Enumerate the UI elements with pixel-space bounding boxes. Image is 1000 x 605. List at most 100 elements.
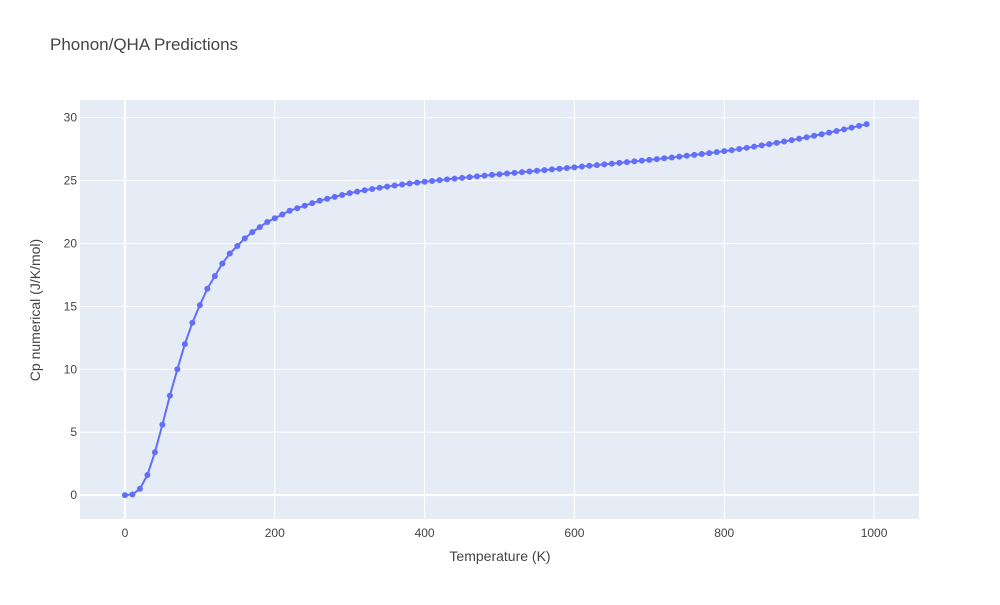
- marker: [608, 160, 615, 167]
- x-tick-label: 200: [265, 526, 285, 540]
- marker: [556, 165, 563, 172]
- marker: [384, 183, 391, 190]
- marker: [189, 319, 196, 326]
- marker: [676, 153, 683, 160]
- marker: [751, 143, 758, 150]
- y-tick-label: 5: [70, 425, 77, 439]
- marker: [631, 158, 638, 165]
- x-tick-label: 400: [415, 526, 435, 540]
- marker: [144, 471, 151, 478]
- marker: [796, 135, 803, 142]
- marker: [399, 181, 406, 188]
- marker: [781, 138, 788, 145]
- marker: [706, 150, 713, 157]
- marker: [286, 207, 293, 214]
- marker: [361, 187, 368, 194]
- marker: [444, 176, 451, 183]
- plot-area: [80, 100, 919, 519]
- marker: [721, 148, 728, 155]
- marker: [616, 159, 623, 166]
- marker: [309, 200, 316, 207]
- marker: [151, 449, 158, 456]
- marker: [586, 162, 593, 169]
- marker: [301, 202, 308, 209]
- marker: [406, 180, 413, 187]
- marker: [159, 421, 166, 428]
- marker: [826, 129, 833, 136]
- marker: [833, 127, 840, 134]
- marker: [623, 159, 630, 166]
- marker: [728, 147, 735, 154]
- marker: [256, 224, 263, 231]
- marker: [511, 169, 518, 176]
- chart-title: Phonon/QHA Predictions: [50, 35, 238, 54]
- y-tick-label: 10: [64, 362, 78, 376]
- marker: [788, 137, 795, 144]
- marker: [518, 169, 525, 176]
- x-tick-label: 1000: [861, 526, 888, 540]
- marker: [466, 174, 473, 181]
- marker: [474, 173, 481, 180]
- marker: [593, 162, 600, 169]
- marker: [533, 167, 540, 174]
- marker: [713, 149, 720, 156]
- marker: [354, 188, 361, 195]
- marker: [496, 171, 503, 178]
- line: [124, 123, 867, 497]
- marker: [121, 492, 128, 499]
- marker: [421, 178, 428, 185]
- marker: [698, 150, 705, 157]
- y-tick-label: 20: [64, 236, 78, 250]
- marker: [736, 145, 743, 152]
- marker: [204, 285, 211, 292]
- x-tick-label: 0: [122, 526, 129, 540]
- y-tick-label: 30: [64, 111, 78, 125]
- marker: [241, 235, 248, 242]
- marker: [571, 164, 578, 171]
- marker: [346, 190, 353, 197]
- marker: [391, 182, 398, 189]
- marker: [264, 219, 271, 226]
- marker: [249, 229, 256, 236]
- marker: [766, 141, 773, 148]
- marker: [489, 171, 496, 178]
- y-tick-label: 25: [64, 174, 78, 188]
- marker: [661, 155, 668, 162]
- marker: [818, 131, 825, 138]
- marker: [324, 195, 331, 202]
- marker: [743, 144, 750, 151]
- marker: [758, 142, 765, 149]
- x-tick-label: 800: [714, 526, 734, 540]
- marker: [174, 366, 181, 373]
- marker: [436, 177, 443, 184]
- marker: [503, 170, 510, 177]
- marker: [459, 174, 466, 181]
- marker: [563, 164, 570, 171]
- marker: [129, 491, 136, 498]
- marker: [578, 163, 585, 170]
- marker: [196, 302, 203, 309]
- x-axis-title: Temperature (K): [449, 548, 550, 564]
- marker: [219, 260, 226, 267]
- marker: [526, 168, 533, 175]
- x-tick-label: 600: [564, 526, 584, 540]
- marker: [548, 166, 555, 173]
- marker: [369, 185, 376, 192]
- y-axis-title: Cp numerical (J/K/mol): [27, 239, 43, 381]
- marker: [601, 161, 608, 168]
- marker: [811, 132, 818, 139]
- marker: [166, 392, 173, 399]
- marker: [316, 197, 323, 204]
- marker: [638, 157, 645, 164]
- marker: [653, 156, 660, 163]
- marker: [429, 178, 436, 185]
- marker: [841, 126, 848, 133]
- marker: [234, 242, 241, 249]
- marker: [376, 184, 383, 191]
- marker: [279, 211, 286, 218]
- marker: [226, 250, 233, 257]
- marker: [668, 154, 675, 161]
- marker: [271, 215, 278, 222]
- marker: [339, 191, 346, 198]
